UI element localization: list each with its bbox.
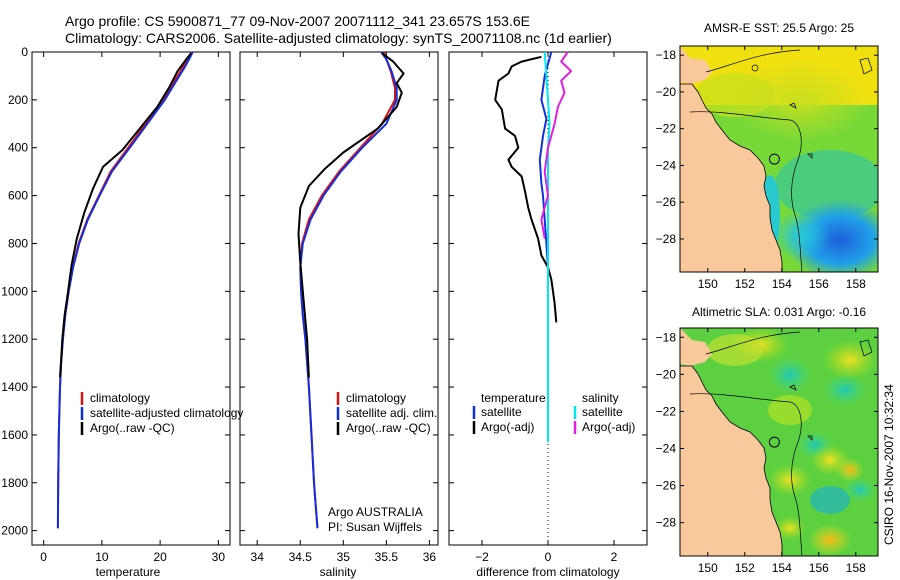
credit-timestamp: CSIRO 16-Nov-2007 10:32:34: [882, 384, 896, 545]
legend-label-temp-satellite: satellite: [481, 405, 522, 419]
x-tick-label: 0: [545, 550, 552, 564]
legend-label-climatology: climatology: [346, 391, 406, 405]
map-y-tick-label: −24: [656, 441, 677, 455]
legend-heading-salinity: salinity: [582, 391, 619, 405]
map-y-tick-label: −26: [656, 479, 677, 493]
x-tick-label: 36: [423, 550, 437, 564]
map-y-tick-label: −18: [656, 330, 677, 344]
salinity-axes-frame: [239, 51, 439, 546]
x-tick-label: 35: [337, 550, 351, 564]
sla-map-panel: Altimetric SLA: 0.031 Argo: -0.16 150 152…: [656, 305, 879, 575]
salinity-legend: climatology satellite adj. clim. Argo(..…: [328, 391, 437, 534]
sla-map-frame: [679, 327, 879, 557]
map-y-tick-label: −28: [656, 232, 677, 246]
y-tick-label: 800: [8, 236, 28, 250]
temperature-legend: climatology satellite-adjusted climatolo…: [80, 391, 243, 435]
temperature-axes-frame: [31, 51, 231, 546]
x-tick-label: 30: [212, 550, 226, 564]
sst-map-frame: [679, 45, 879, 273]
temperature-profile-panel: 0 10 20 30 0 200 400 600 800 1000 1200 1400 1600 1800…: [1, 45, 231, 579]
annotation-pi: PI: Susan Wijffels: [328, 520, 422, 534]
y-tick-label: 200: [8, 93, 28, 107]
series-line-argo-raw-qc: [297, 52, 405, 378]
map-y-tick-label: −20: [656, 367, 677, 381]
y-tick-label: 1600: [1, 428, 28, 442]
series-line-salinity-argo-adj: [540, 51, 573, 239]
sst-map-panel: AMSR-E SST: 25.5 Argo: 25 150 152 154 156 15…: [656, 21, 879, 291]
x-tick-label: 34.5: [289, 550, 313, 564]
y-tick-label: 400: [8, 141, 28, 155]
map-y-tick-label: −24: [656, 158, 677, 172]
y-tick-label: 600: [8, 189, 28, 203]
salinity-xlabel: salinity: [320, 565, 357, 579]
series-line-argo-raw-qc: [59, 52, 192, 378]
map-x-tick-label: 156: [809, 561, 829, 575]
map-y-tick-label: −26: [656, 195, 677, 209]
sla-float-position-marker: [768, 436, 780, 448]
legend-label-climatology: climatology: [90, 391, 150, 405]
sla-map-title: Altimetric SLA: 0.031 Argo: -0.16: [692, 305, 866, 319]
difference-legend: temperature satellite Argo(-adj) salinit…: [472, 391, 635, 434]
map-y-tick-label: −18: [656, 48, 677, 62]
map-y-tick-label: −22: [656, 404, 677, 418]
y-tick-label: 1200: [1, 332, 28, 346]
figure-title-line2: Climatology: CARS2006. Satellite-adjuste…: [65, 30, 612, 46]
x-tick-label: −2: [475, 550, 489, 564]
salinity-profile-panel: 34 34.5 35 35.5 36 salinity: [239, 51, 439, 579]
y-tick-label: 0: [21, 45, 28, 59]
map-x-tick-label: 152: [735, 561, 755, 575]
map-x-tick-label: 152: [735, 277, 755, 291]
y-tick-label: 1400: [1, 380, 28, 394]
sst-float-position-marker: [768, 153, 780, 165]
map-x-tick-label: 158: [846, 277, 866, 291]
legend-heading-temperature: temperature: [481, 391, 546, 405]
legend-label-temp-argo: Argo(-adj): [481, 420, 534, 434]
map-x-tick-label: 154: [772, 277, 792, 291]
map-x-tick-label: 150: [698, 277, 718, 291]
map-x-tick-label: 154: [772, 561, 792, 575]
sst-map-title: AMSR-E SST: 25.5 Argo: 25: [704, 21, 854, 35]
difference-xlabel: difference from climatology: [476, 565, 619, 579]
x-tick-label: 35.5: [375, 550, 399, 564]
y-tick-label: 1000: [1, 284, 28, 298]
map-y-tick-label: −20: [656, 85, 677, 99]
x-tick-label: 34: [251, 550, 265, 564]
legend-label-sal-satellite: satellite: [582, 405, 623, 419]
x-tick-label: 2: [611, 550, 618, 564]
y-tick-label: 2000: [1, 524, 28, 538]
map-x-tick-label: 150: [698, 561, 718, 575]
map-y-tick-label: −28: [656, 516, 677, 530]
temperature-xlabel: temperature: [96, 565, 161, 579]
series-line-temperature-argo-adj: [494, 55, 558, 323]
y-tick-label: 1800: [1, 476, 28, 490]
map-x-tick-label: 156: [809, 277, 829, 291]
x-tick-label: 10: [95, 550, 109, 564]
legend-label-argo: Argo(..raw -QC): [90, 421, 175, 435]
legend-label-sal-argo: Argo(-adj): [582, 420, 635, 434]
series-line-satellite-adjusted-climatology: [56, 51, 194, 529]
map-y-tick-label: −22: [656, 122, 677, 136]
sst-map-field: [680, 46, 878, 272]
legend-label-satellite: satellite-adjusted climatology: [90, 406, 243, 420]
legend-label-argo: Argo(..raw -QC): [346, 421, 431, 435]
map-x-tick-label: 158: [846, 561, 866, 575]
annotation-argo-australia: Argo AUSTRALIA: [328, 505, 423, 519]
legend-label-satellite: satellite adj. clim.: [346, 406, 437, 420]
difference-profile-panel: −2 0 2 difference from climatology: [448, 51, 648, 579]
x-tick-label: 0: [40, 550, 47, 564]
series-line-satellite-adj-clim: [299, 51, 398, 529]
x-tick-label: 20: [153, 550, 167, 564]
figure-title-line1: Argo profile: CS 5900871_77 09-Nov-2007 …: [65, 13, 530, 29]
